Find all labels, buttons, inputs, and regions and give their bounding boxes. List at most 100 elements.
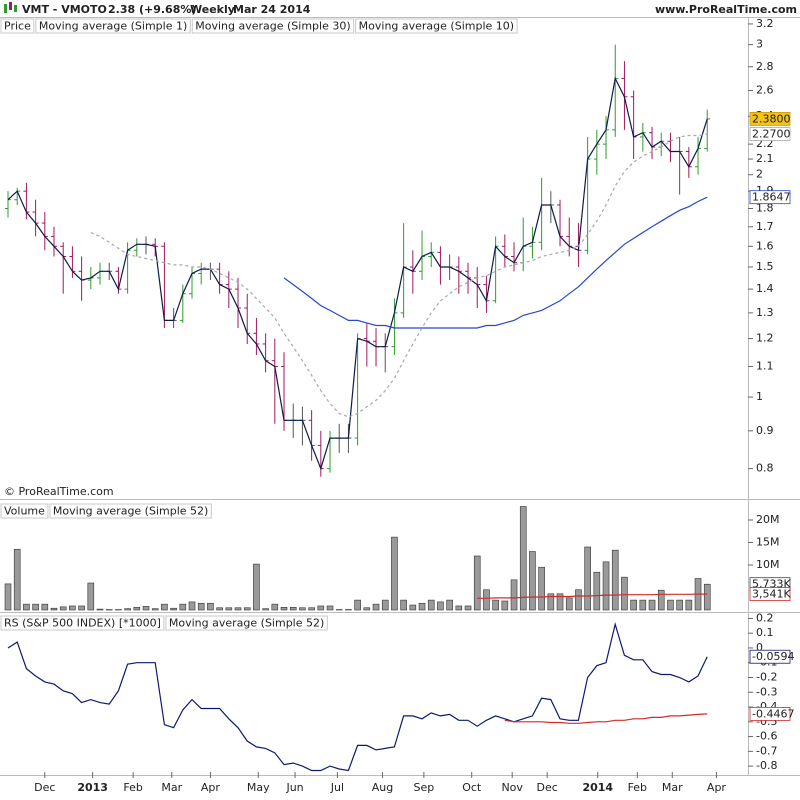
y-tick-label: 2.1 bbox=[756, 152, 774, 165]
volume-bar bbox=[289, 606, 297, 611]
volume-bar bbox=[455, 605, 463, 611]
volume-bar bbox=[630, 599, 637, 611]
volume-bar bbox=[556, 593, 564, 611]
volume-bar bbox=[262, 608, 269, 611]
volume-bar bbox=[593, 571, 601, 611]
x-tick-label: Oct bbox=[462, 781, 482, 794]
legend-box bbox=[0, 615, 165, 631]
legend-entry: Moving average (Simple 10) bbox=[359, 20, 514, 33]
volume-bar bbox=[584, 546, 591, 611]
x-tick-label: Jun bbox=[285, 781, 303, 794]
x-tick-label: Dec bbox=[537, 781, 558, 794]
y-tick-label: 0.9 bbox=[756, 424, 774, 437]
legend-entry: RS (S&P 500 INDEX) [*1000] bbox=[4, 617, 161, 630]
volume-bar bbox=[446, 599, 453, 611]
volume-bar bbox=[510, 579, 518, 611]
volume-bar bbox=[611, 549, 619, 611]
y-tick-label: 1.6 bbox=[756, 239, 774, 252]
site: www.ProRealTime.com bbox=[655, 3, 797, 16]
volume-bar bbox=[23, 603, 30, 611]
volume-bar bbox=[473, 555, 481, 611]
last-value-box bbox=[749, 112, 791, 126]
line-series bbox=[7, 621, 708, 772]
legend-box bbox=[355, 18, 518, 34]
x-tick-label: Nov bbox=[501, 781, 523, 794]
y-tick-label: 2.8 bbox=[756, 60, 774, 73]
panel: 3.232.82.62.42.22.121.91.81.71.61.51.41.… bbox=[5, 17, 774, 477]
last-value-label: -0.0594 bbox=[752, 650, 794, 663]
legend-entry: Moving average (Simple 1) bbox=[39, 20, 187, 33]
y-tick-label: -0.8 bbox=[756, 759, 777, 772]
line-series bbox=[7, 76, 708, 471]
symbol: VMT - VMOTO bbox=[22, 3, 107, 16]
x-tick-label: Mar bbox=[161, 781, 182, 794]
volume-bar bbox=[179, 603, 187, 611]
last-values: 2.3800 1.8647 2.2700 bbox=[749, 112, 791, 205]
volume-bar bbox=[418, 602, 426, 611]
legend-box bbox=[165, 615, 328, 631]
y-tick-label: 1.2 bbox=[756, 332, 774, 345]
volume-bar bbox=[703, 583, 711, 611]
legend-entry: Moving average (Simple 30) bbox=[195, 20, 350, 33]
volume-bar bbox=[427, 599, 435, 611]
volume-bar bbox=[41, 603, 49, 611]
last-value-label: 1.8647 bbox=[752, 191, 791, 204]
volume-bar bbox=[225, 607, 233, 611]
x-tick-label: Feb bbox=[628, 781, 647, 794]
volume-bar bbox=[547, 593, 555, 611]
volume-bar bbox=[400, 599, 407, 611]
volume-bar bbox=[464, 605, 472, 611]
y-tick-label: 3 bbox=[756, 38, 763, 51]
x-tick-label: Feb bbox=[123, 781, 142, 794]
y-tick-label: 3.2 bbox=[756, 17, 774, 30]
volume-bar bbox=[308, 607, 315, 611]
x-tick-label: Mar bbox=[662, 781, 683, 794]
y-tick-label: 0 bbox=[756, 641, 763, 654]
volume-bar bbox=[519, 506, 527, 611]
volume-bar bbox=[96, 608, 104, 611]
line-series bbox=[283, 196, 708, 329]
last-value-box bbox=[749, 707, 791, 721]
y-tick-label: 1.5 bbox=[756, 260, 774, 273]
y-tick-label: 0.1 bbox=[756, 626, 774, 639]
volume-bar bbox=[317, 605, 325, 611]
quote: 2.38 (+9.68%) bbox=[108, 3, 196, 16]
volume-bar bbox=[602, 561, 610, 611]
volume-bar bbox=[161, 603, 168, 611]
line-series bbox=[477, 593, 708, 599]
volume-bar bbox=[133, 606, 141, 611]
volume-bar bbox=[207, 602, 214, 611]
volume-bar bbox=[354, 599, 361, 611]
legend-entry: Volume bbox=[4, 505, 45, 518]
legend-entry: Moving average (Simple 52) bbox=[53, 505, 208, 518]
volume-bar bbox=[50, 607, 58, 611]
legend-entry: Moving average (Simple 52) bbox=[169, 617, 324, 630]
volume-bar bbox=[391, 536, 398, 611]
legend-box bbox=[49, 503, 212, 519]
volume-bar bbox=[4, 583, 12, 611]
x-tick-label: Dec bbox=[34, 781, 55, 794]
volume-bar bbox=[299, 607, 306, 611]
y-tick-label: -0.7 bbox=[756, 744, 777, 757]
volume-bar bbox=[197, 602, 205, 611]
y-tick-label: 1.4 bbox=[756, 282, 774, 295]
x-tick-label: 2014 bbox=[582, 781, 613, 794]
volume-bar bbox=[142, 606, 150, 611]
line-series bbox=[504, 713, 708, 724]
volume-bar bbox=[280, 606, 288, 611]
volume-bar bbox=[538, 566, 545, 611]
volume-bar bbox=[78, 605, 85, 611]
legend-entry: Price bbox=[4, 20, 31, 33]
y-tick-label: 1.3 bbox=[756, 306, 774, 319]
y-tick-label: 10M bbox=[756, 558, 780, 571]
volume-bar bbox=[32, 603, 39, 611]
x-tick-label: Aug bbox=[372, 781, 393, 794]
last-value-box bbox=[749, 587, 791, 601]
y-tick-label: 1 bbox=[756, 390, 763, 403]
volume-bar bbox=[501, 600, 509, 611]
last-values: -0.0594 -0.4467 bbox=[749, 649, 794, 721]
date: Mar 24 2014 bbox=[233, 3, 311, 16]
